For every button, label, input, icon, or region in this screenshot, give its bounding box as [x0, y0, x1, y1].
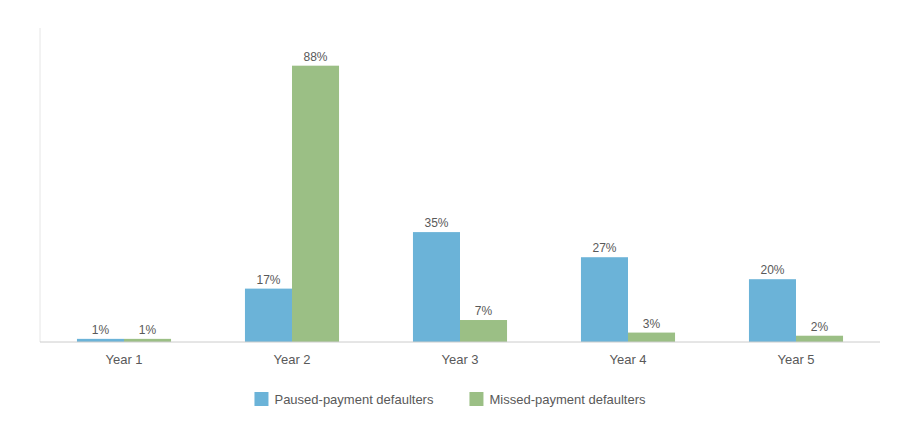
data-label: 7%: [475, 304, 493, 318]
data-label: 17%: [256, 273, 280, 287]
bar: [628, 333, 675, 342]
y-axis-line: [40, 28, 41, 342]
data-label: 27%: [592, 241, 616, 255]
legend-swatch: [254, 392, 268, 406]
bar: [460, 320, 507, 342]
legend-label: Missed-payment defaulters: [489, 392, 646, 407]
legend-swatch: [469, 392, 483, 406]
data-label: 1%: [139, 323, 157, 337]
x-tick-label: Year 1: [105, 352, 142, 367]
data-labels: 1% 17% 35% 27% 20% 1% 88% 7% 3% 2%: [92, 50, 829, 337]
data-label: 20%: [760, 263, 784, 277]
x-tick-label: Year 4: [609, 352, 646, 367]
x-tick-label: Year 5: [777, 352, 814, 367]
legend-item: Paused-payment defaulters: [254, 392, 433, 407]
legend: Paused-payment defaulters Missed-payment …: [254, 392, 646, 407]
x-tick-label: Year 3: [441, 352, 478, 367]
bar: [796, 336, 843, 342]
bar: [292, 66, 339, 342]
chart-container: 1% 17% 35% 27% 20% 1% 88% 7% 3% 2% Year 1 Year 2 Yea…: [0, 0, 900, 432]
x-axis-line: [40, 342, 880, 343]
bar: [413, 232, 460, 342]
bars: [77, 66, 843, 342]
x-tick-label: Year 2: [273, 352, 310, 367]
chart-svg: 1% 17% 35% 27% 20% 1% 88% 7% 3% 2% Year 1 Year 2 Yea…: [0, 0, 900, 432]
data-label: 88%: [304, 50, 328, 64]
bar: [581, 257, 628, 342]
legend-label: Paused-payment defaulters: [274, 392, 433, 407]
bar: [749, 279, 796, 342]
bar: [245, 289, 292, 342]
data-label: 35%: [424, 216, 448, 230]
data-label: 1%: [92, 323, 110, 337]
legend-item: Missed-payment defaulters: [469, 392, 646, 407]
data-label: 2%: [811, 320, 829, 334]
data-label: 3%: [643, 317, 661, 331]
